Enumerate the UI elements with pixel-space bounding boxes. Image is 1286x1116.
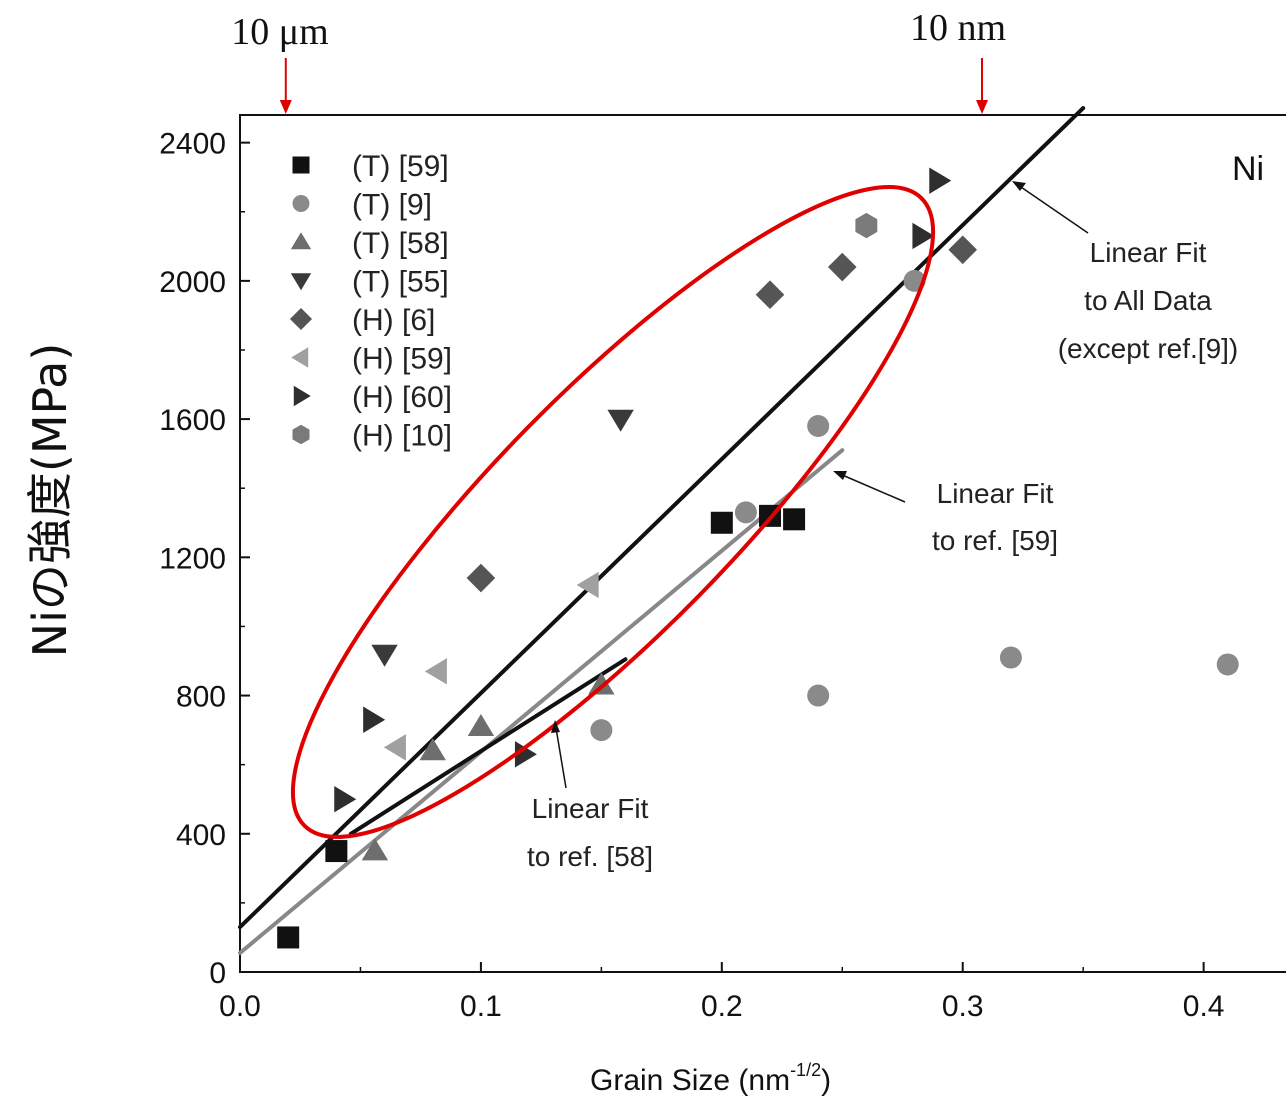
data-point-series-3 [468, 714, 494, 736]
data-point-series-7 [334, 786, 356, 812]
data-point-series-2 [807, 415, 829, 437]
data-point-series-3 [588, 673, 614, 695]
data-point-series-2 [1217, 653, 1239, 675]
annotation-ref59-line1: Linear Fit [937, 478, 1054, 509]
legend-marker-7 [294, 386, 311, 406]
x-axis-title: Grain Size (nm-1/2) [590, 1060, 831, 1097]
top-marker-arrows [280, 58, 988, 114]
top-marker-label-10um: 10 μm [231, 11, 328, 53]
y-tick-label: 800 [176, 681, 226, 714]
annotation-ref58-line2: to ref. [58] [527, 841, 653, 872]
fit-line-2 [240, 450, 842, 953]
x-tick-label: 0.0 [219, 990, 261, 1023]
annotation-ref58: Linear Fit to ref. [58] [527, 720, 653, 872]
top-marker-arrow-head [280, 100, 292, 114]
legend-marker-3 [291, 232, 311, 249]
legend-marker-1 [293, 157, 310, 174]
annotation-ref59-line2: to ref. [59] [932, 525, 1058, 556]
x-tick-label: 0.2 [701, 990, 743, 1023]
x-axis-title-sup: -1/2 [790, 1060, 821, 1080]
y-axis-title: Niの強度(MPa) [23, 343, 77, 658]
legend: (T) [59] (T) [9] (T) [58] (T) [55] (H) [6] (H… [290, 150, 452, 453]
y-tick-label: 1600 [159, 404, 226, 437]
legend-marker-5 [290, 308, 312, 330]
annotation-ref59-arrowhead [833, 471, 847, 480]
data-point-series-1 [325, 840, 347, 862]
data-point-series-1 [783, 508, 805, 530]
legend-marker-2 [293, 195, 310, 212]
panel-label: Ni [1232, 150, 1264, 188]
y-tick-label: 0 [209, 957, 226, 990]
data-point-series-2 [807, 685, 829, 707]
annotation-ref59-arrow [840, 474, 905, 502]
legend-label-2: (T) [9] [352, 189, 432, 222]
data-point-series-1 [711, 512, 733, 534]
data-point-series-1 [277, 926, 299, 948]
data-point-series-5 [467, 564, 496, 593]
data-point-series-6 [384, 734, 406, 760]
annotation-all-data-line2: to All Data [1084, 285, 1212, 316]
data-point-series-5 [828, 253, 857, 282]
legend-label-8: (H) [10] [352, 420, 452, 453]
annotation-ref59: Linear Fit to ref. [59] [833, 471, 1058, 556]
data-point-series-8 [855, 213, 877, 238]
x-axis-title-main: Grain Size (nm [590, 1064, 790, 1097]
annotation-all-data-line3: (except ref.[9]) [1058, 333, 1239, 364]
top-marker-arrow-head [976, 100, 988, 114]
data-point-series-4 [607, 410, 633, 432]
y-tick-label: 1200 [159, 542, 226, 575]
data-point-series-5 [756, 280, 785, 309]
legend-label-4: (T) [55] [352, 266, 449, 299]
y-tick-label: 400 [176, 819, 226, 852]
data-point-series-2 [1000, 647, 1022, 669]
legend-label-7: (H) [60] [352, 381, 452, 414]
y-axis: 0 400 800 1200 1600 2000 2400 [159, 128, 250, 990]
data-point-series-2 [590, 719, 612, 741]
x-tick-label: 0.1 [460, 990, 502, 1023]
annotation-ref58-line1: Linear Fit [532, 793, 649, 824]
x-axis-title-close: ) [821, 1064, 831, 1097]
data-point-series-4 [371, 645, 397, 667]
x-tick-label: 0.4 [1183, 990, 1225, 1023]
data-point-series-7 [363, 707, 385, 733]
y-tick-label: 2400 [159, 128, 226, 161]
data-point-series-7 [929, 167, 951, 193]
legend-label-1: (T) [59] [352, 150, 449, 183]
annotation-all-data: Linear Fit to All Data (except ref.[9]) [1012, 181, 1238, 364]
legend-label-5: (H) [6] [352, 304, 435, 337]
y-tick-label: 2000 [159, 266, 226, 299]
top-marker-label-10nm: 10 nm [910, 7, 1006, 49]
data-point-series-5 [948, 235, 977, 264]
legend-marker-6 [291, 347, 308, 367]
annotation-all-data-line1: Linear Fit [1090, 237, 1207, 268]
legend-marker-4 [291, 273, 311, 290]
legend-label-6: (H) [59] [352, 343, 452, 376]
data-point-series-2 [735, 501, 757, 523]
annotation-all-data-arrow [1018, 185, 1088, 233]
annotation-ref58-arrow [556, 728, 566, 788]
legend-marker-8 [293, 425, 310, 445]
legend-label-3: (T) [58] [352, 227, 449, 260]
x-tick-label: 0.3 [942, 990, 984, 1023]
data-point-series-6 [425, 658, 447, 684]
